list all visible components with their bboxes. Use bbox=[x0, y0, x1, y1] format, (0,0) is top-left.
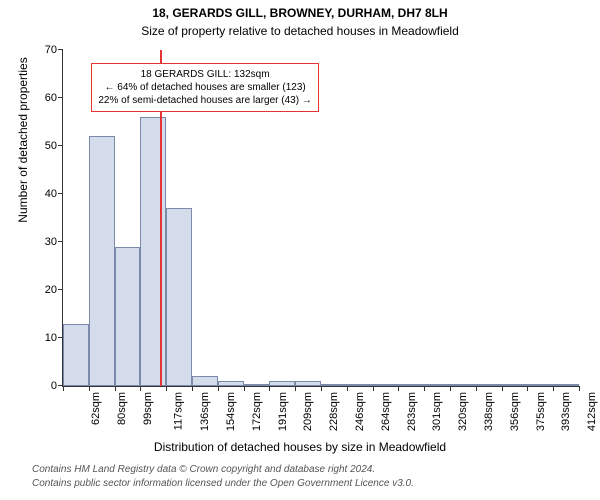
y-tick-label: 70 bbox=[45, 44, 63, 56]
y-tick-label: 30 bbox=[45, 236, 63, 248]
x-tick-label: 228sqm bbox=[328, 392, 340, 431]
x-tick-mark bbox=[269, 386, 270, 391]
y-tick-label: 0 bbox=[51, 380, 63, 392]
histogram-bar bbox=[218, 381, 244, 386]
histogram-bar bbox=[63, 324, 89, 386]
x-tick-label: 375sqm bbox=[535, 392, 547, 431]
histogram-bar bbox=[476, 384, 502, 386]
y-axis-label: Number of detached properties bbox=[16, 0, 30, 308]
histogram-bar bbox=[527, 384, 553, 386]
x-tick-label: 117sqm bbox=[173, 392, 185, 430]
x-tick-mark bbox=[424, 386, 425, 391]
histogram-bar bbox=[140, 117, 166, 386]
histogram-bar bbox=[321, 384, 347, 386]
x-tick-label: 209sqm bbox=[303, 392, 315, 431]
y-tick-label: 40 bbox=[45, 188, 63, 200]
x-tick-label: 320sqm bbox=[457, 392, 469, 431]
y-tick-mark bbox=[58, 289, 63, 290]
histogram-bar bbox=[347, 384, 373, 386]
x-tick-mark bbox=[115, 386, 116, 391]
x-axis-label: Distribution of detached houses by size … bbox=[0, 440, 600, 454]
histogram-bar bbox=[502, 384, 528, 386]
y-tick-label: 50 bbox=[45, 140, 63, 152]
y-tick-mark bbox=[58, 193, 63, 194]
histogram-bar bbox=[192, 376, 218, 386]
x-tick-label: 301sqm bbox=[432, 392, 444, 431]
histogram-bar bbox=[424, 384, 450, 386]
x-tick-mark bbox=[476, 386, 477, 391]
y-tick-mark bbox=[58, 97, 63, 98]
x-tick-label: 191sqm bbox=[277, 392, 289, 431]
x-tick-mark bbox=[244, 386, 245, 391]
y-tick-label: 60 bbox=[45, 92, 63, 104]
x-tick-label: 356sqm bbox=[509, 392, 521, 431]
histogram-bar bbox=[115, 247, 141, 386]
plot-area: 01020304050607062sqm80sqm99sqm117sqm136s… bbox=[62, 50, 579, 387]
x-tick-mark bbox=[63, 386, 64, 391]
x-tick-label: 412sqm bbox=[586, 392, 598, 431]
chart-title-line2: Size of property relative to detached ho… bbox=[0, 24, 600, 38]
x-tick-mark bbox=[450, 386, 451, 391]
histogram-bar bbox=[269, 381, 295, 386]
chart-title-line1: 18, GERARDS GILL, BROWNEY, DURHAM, DH7 8… bbox=[0, 6, 600, 20]
footer-line-2: Contains public sector information licen… bbox=[32, 478, 414, 489]
histogram-bar bbox=[89, 136, 115, 386]
y-tick-label: 20 bbox=[45, 284, 63, 296]
x-tick-label: 338sqm bbox=[483, 392, 495, 431]
x-tick-mark bbox=[347, 386, 348, 391]
x-tick-mark bbox=[89, 386, 90, 391]
x-tick-mark bbox=[398, 386, 399, 391]
x-tick-label: 393sqm bbox=[561, 392, 573, 431]
x-tick-mark bbox=[553, 386, 554, 391]
x-tick-label: 99sqm bbox=[142, 392, 154, 425]
y-tick-mark bbox=[58, 145, 63, 146]
x-tick-mark bbox=[502, 386, 503, 391]
x-tick-label: 154sqm bbox=[225, 392, 237, 431]
x-tick-mark bbox=[579, 386, 580, 391]
x-tick-label: 62sqm bbox=[90, 392, 102, 425]
histogram-bar bbox=[166, 208, 192, 386]
x-tick-mark bbox=[295, 386, 296, 391]
histogram-bar bbox=[450, 384, 476, 386]
x-tick-mark bbox=[321, 386, 322, 391]
footer-line-1: Contains HM Land Registry data © Crown c… bbox=[32, 464, 375, 475]
y-tick-label: 10 bbox=[45, 332, 63, 344]
histogram-bar bbox=[553, 384, 579, 386]
histogram-bar bbox=[398, 384, 424, 386]
y-tick-mark bbox=[58, 49, 63, 50]
chart-container: 18, GERARDS GILL, BROWNEY, DURHAM, DH7 8… bbox=[0, 0, 600, 500]
x-tick-mark bbox=[527, 386, 528, 391]
histogram-bar bbox=[244, 384, 270, 386]
x-tick-label: 264sqm bbox=[380, 392, 392, 431]
x-tick-label: 136sqm bbox=[199, 392, 211, 431]
x-tick-mark bbox=[373, 386, 374, 391]
x-tick-label: 80sqm bbox=[116, 392, 128, 425]
x-tick-label: 246sqm bbox=[354, 392, 366, 431]
x-tick-mark bbox=[140, 386, 141, 391]
annotation-box: 18 GERARDS GILL: 132sqm← 64% of detached… bbox=[91, 63, 318, 112]
y-tick-mark bbox=[58, 241, 63, 242]
x-tick-mark bbox=[192, 386, 193, 391]
x-tick-label: 172sqm bbox=[251, 392, 263, 431]
x-tick-mark bbox=[218, 386, 219, 391]
x-tick-label: 283sqm bbox=[406, 392, 418, 431]
x-tick-mark bbox=[166, 386, 167, 391]
histogram-bar bbox=[295, 381, 321, 386]
histogram-bar bbox=[373, 384, 399, 386]
